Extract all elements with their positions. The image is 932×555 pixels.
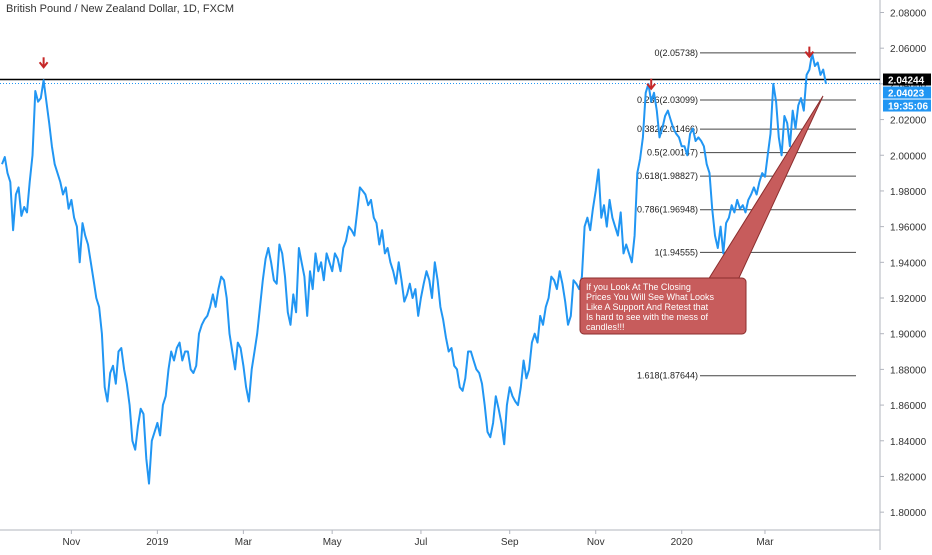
x-tick-label: Jul — [415, 537, 428, 548]
fib-level-label: 1.618(1.87644) — [637, 371, 698, 381]
x-tick-label: 2019 — [146, 537, 169, 548]
price-series-line — [1, 52, 827, 485]
down-arrow-icon — [38, 61, 49, 69]
fib-level-label: 0.786(1.96948) — [637, 205, 698, 215]
fib-level-label: 0.5(2.00147) — [647, 148, 698, 158]
x-tick-label: Mar — [756, 537, 774, 548]
y-tick-label: 1.98000 — [890, 187, 927, 198]
y-tick-label: 1.90000 — [890, 330, 927, 341]
y-tick-label: 1.92000 — [890, 294, 927, 305]
fib-level-label: 0.382(2.01466) — [637, 124, 698, 134]
price-tag — [883, 86, 931, 99]
y-tick-label: 1.96000 — [890, 223, 927, 234]
down-arrow-icon — [804, 50, 815, 59]
x-tick-label: 2020 — [671, 537, 694, 548]
y-tick-label: 1.88000 — [890, 365, 927, 376]
price-tag-label: 19:35:06 — [888, 102, 928, 113]
y-tick-label: 2.02000 — [890, 116, 927, 127]
x-tick-label: Nov — [587, 537, 605, 548]
y-tick-label: 1.84000 — [890, 437, 927, 448]
x-tick-label: Mar — [235, 537, 253, 548]
y-tick-label: 2.06000 — [890, 44, 927, 55]
annotation-text: If you Look At The Closing Prices You Wil… — [586, 282, 715, 332]
y-tick-label: 2.08000 — [890, 8, 927, 19]
fib-level-label: 1(1.94555) — [654, 247, 698, 257]
x-tick-label: Nov — [62, 537, 80, 548]
y-tick-label: 1.86000 — [890, 401, 927, 412]
down-arrow-icon — [646, 83, 656, 91]
price-tag — [883, 99, 931, 112]
annotation-box — [579, 277, 747, 335]
price-tag — [883, 73, 931, 86]
y-tick-label: 1.82000 — [890, 472, 927, 483]
y-tick-label: 1.80000 — [890, 508, 927, 519]
fib-level-label: 0(2.05738) — [654, 48, 698, 58]
x-tick-label: May — [323, 537, 342, 548]
price-tag-label: 2.04244 — [888, 76, 925, 87]
x-tick-label: Sep — [501, 537, 519, 548]
chart-title: British Pound / New Zealand Dollar, 1D, … — [6, 3, 235, 15]
y-tick-label: 1.94000 — [890, 258, 927, 269]
price-tag-label: 2.04023 — [888, 89, 925, 100]
fib-level-label: 0.236(2.03099) — [637, 95, 698, 105]
y-tick-label: 2.00000 — [890, 151, 927, 162]
fib-level-label: 0.618(1.98827) — [637, 171, 698, 181]
